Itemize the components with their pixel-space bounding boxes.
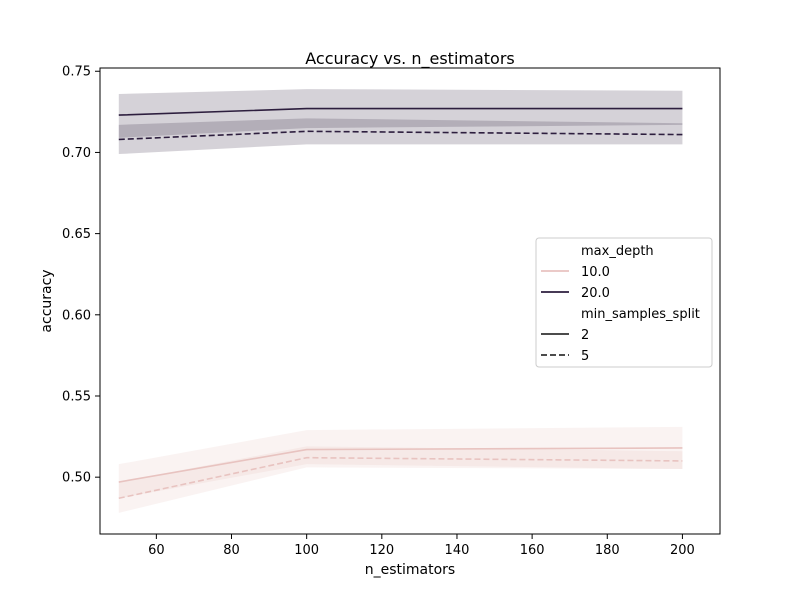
x-axis: 60 80 100 120 140 160 180 200: [148, 534, 695, 558]
legend-label-depth-10: 10.0: [581, 265, 610, 280]
confidence-bands: [118, 89, 683, 513]
x-tick-label: 120: [369, 543, 394, 558]
legend-label-split-5: 5: [581, 349, 589, 364]
legend-label-depth-20: 20.0: [581, 286, 610, 301]
x-tick-label: 100: [294, 543, 319, 558]
x-tick-label: 180: [595, 543, 620, 558]
y-axis-label: accuracy: [39, 269, 55, 332]
y-tick-label: 0.55: [62, 389, 91, 404]
legend: max_depth 10.0 20.0 min_samples_split 2 …: [535, 237, 713, 368]
y-axis: 0.50 0.55 0.60 0.65 0.70 0.75: [62, 65, 100, 486]
ci-band-depth-10-0-split-2: [118, 426, 683, 499]
legend-hue-title: max_depth: [581, 244, 654, 259]
chart-title: Accuracy vs. n_estimators: [305, 49, 515, 69]
series-lines: [118, 107, 683, 500]
plot-frame: [99, 67, 721, 535]
y-tick-label: 0.75: [62, 65, 91, 80]
x-tick-label: 60: [148, 543, 165, 558]
series-line-depth-10-0-split-2: [118, 447, 683, 483]
y-tick-label: 0.70: [62, 146, 91, 161]
x-tick-label: 200: [670, 543, 695, 558]
series-line-depth-20-0-split-2: [118, 107, 683, 116]
legend-style-title: min_samples_split: [581, 307, 700, 322]
x-tick-label: 160: [520, 543, 545, 558]
y-tick-label: 0.65: [62, 227, 91, 242]
series-line-depth-10-0-split-5: [118, 456, 683, 500]
y-tick-label: 0.50: [62, 471, 91, 486]
x-tick-label: 140: [445, 543, 470, 558]
legend-box: [535, 237, 713, 368]
x-axis-label: n_estimators: [365, 562, 455, 578]
ci-band-depth-20-0-split-2: [118, 89, 683, 138]
ci-band-depth-20-0-split-5: [118, 118, 683, 155]
x-tick-label: 80: [223, 543, 240, 558]
legend-label-split-2: 2: [581, 328, 589, 343]
ci-band-depth-10-0-split-5: [118, 446, 683, 513]
y-tick-label: 0.60: [62, 308, 91, 323]
